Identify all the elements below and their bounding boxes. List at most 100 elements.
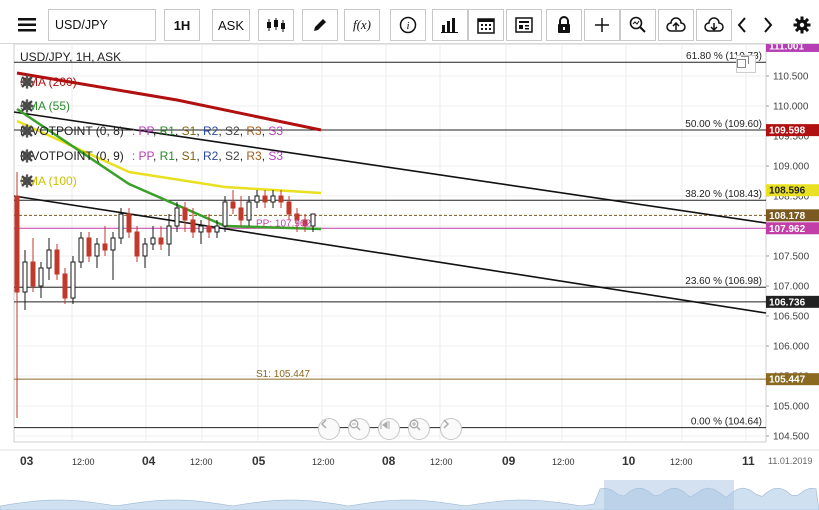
zoom-button[interactable] <box>620 9 656 41</box>
price-tick-label: 106.000 <box>773 342 810 353</box>
nav-reset-button[interactable] <box>378 418 400 440</box>
pivot-component: , <box>174 124 182 138</box>
pivot-component: R1 <box>159 149 175 163</box>
candle-body <box>30 261 36 287</box>
pivot-component: , <box>218 124 226 138</box>
pivot-component: S1 <box>181 149 197 163</box>
pivot-component: , <box>261 124 269 138</box>
candle-body <box>14 195 20 293</box>
price-chart[interactable]: 61.80 % (110.73) 50.00 % (109.60) 38.20 % … <box>0 44 819 510</box>
legend-sma55[interactable]: SMA (55) <box>20 99 88 113</box>
candle-body <box>230 201 236 209</box>
scroll-left-button[interactable] <box>732 9 752 41</box>
candle-body <box>310 213 316 227</box>
price-tag-label: 107.962 <box>769 224 806 235</box>
candle-body <box>238 207 244 221</box>
pivot-component: , <box>261 149 269 163</box>
download-button[interactable] <box>696 9 732 41</box>
pivot2-components: : PP, R1, S1, R2, S2, R3, S3 <box>132 149 283 163</box>
price-tag <box>766 184 819 197</box>
calendar-icon <box>477 18 495 34</box>
pivot-component: S3 <box>268 149 284 163</box>
price-tick-label: 110.000 <box>773 102 809 113</box>
calendar-button[interactable] <box>468 9 504 41</box>
candle-body <box>102 243 108 251</box>
settings-button[interactable] <box>790 9 814 41</box>
price-tag <box>766 44 819 52</box>
chevron-left-icon <box>320 419 327 429</box>
indicators-button[interactable]: f(x) <box>344 9 380 41</box>
pivot-component: S1 <box>181 124 197 138</box>
nav-forward-button[interactable] <box>440 418 462 440</box>
candle-body <box>86 237 92 257</box>
chart-area[interactable]: 61.80 % (110.73) 50.00 % (109.60) 38.20 % … <box>0 44 819 510</box>
candlestick-icon <box>267 18 285 32</box>
fib-label: 50.00 % (109.60) <box>685 119 762 130</box>
close-icon <box>21 76 33 88</box>
candle-body <box>134 231 140 257</box>
candle-body <box>262 195 268 203</box>
chevron-right-icon <box>443 419 450 429</box>
sma200-line <box>16 71 322 132</box>
price-tick-label: 110.500 <box>773 72 809 83</box>
lock-icon <box>558 16 570 33</box>
bar-chart-icon <box>441 18 458 33</box>
fib-label: 0.00 % (104.64) <box>691 417 762 428</box>
pivot-component: , <box>152 124 160 138</box>
fib-label: 38.20 % (108.43) <box>685 189 762 200</box>
candle-body <box>246 201 252 221</box>
candle-body <box>150 237 156 245</box>
draw-tool-button[interactable] <box>302 9 338 41</box>
sma55-label: SMA (55) <box>20 99 71 113</box>
price-tag-label: 108.178 <box>769 211 806 222</box>
candle-body <box>278 195 284 203</box>
scroll-right-button[interactable] <box>758 9 778 41</box>
time-label: 04 <box>142 454 156 468</box>
legend-sma200[interactable]: SMA (200) <box>20 75 95 89</box>
menu-icon <box>18 18 36 32</box>
news-icon <box>515 17 533 33</box>
popout-button[interactable] <box>736 55 756 73</box>
chart-type-button[interactable] <box>258 9 294 41</box>
time-label: 11 <box>742 454 755 468</box>
nav-back-button[interactable] <box>318 418 340 440</box>
crosshair-button[interactable] <box>584 9 620 41</box>
candle-body <box>206 225 212 233</box>
price-tick-label: 108.500 <box>773 192 810 203</box>
close-icon <box>21 125 33 137</box>
nav-zoom-out-button[interactable] <box>348 418 370 440</box>
pivot-component: R1 <box>159 124 175 138</box>
price-side-button[interactable]: ASK <box>212 9 250 41</box>
time-label: 03 <box>20 454 34 468</box>
timeframe-button[interactable]: 1H <box>164 9 200 41</box>
candle-body <box>182 207 188 221</box>
candle-body <box>286 201 292 215</box>
price-tag <box>766 209 819 222</box>
candle-body <box>118 213 124 239</box>
zoom-in-icon <box>409 419 421 431</box>
gear-icon <box>793 16 811 34</box>
pivot-component: : PP <box>131 149 153 163</box>
price-tick-label: 106.500 <box>773 312 810 323</box>
symbol-selector[interactable]: USD/JPY <box>48 9 156 41</box>
news-button[interactable] <box>506 9 542 41</box>
lock-button[interactable] <box>546 9 582 41</box>
candle-body <box>214 225 220 233</box>
pivot-component: , <box>218 149 226 163</box>
price-tick-label: 107.000 <box>773 282 810 293</box>
legend-pivot1[interactable]: PIVOTPOINT (0, 8) : PP, R1, S1, R2, S2, … <box>20 124 301 138</box>
price-tag <box>766 124 819 137</box>
nav-zoom-in-button[interactable] <box>408 418 430 440</box>
info-button[interactable]: i <box>390 9 426 41</box>
legend-pivot2[interactable]: PIVOTPOINT (0, 9) : PP, R1, S1, R2, S2, … <box>20 149 301 163</box>
s1-label: S1: 105.447 <box>256 369 310 380</box>
legend-sma100[interactable]: SMA (100) <box>20 174 95 188</box>
hamburger-menu-button[interactable] <box>12 9 42 41</box>
candle-body <box>190 219 196 233</box>
candle-body <box>94 243 100 257</box>
upload-button[interactable] <box>658 9 694 41</box>
volume-button[interactable] <box>432 9 468 41</box>
candle-body <box>70 261 76 299</box>
price-tag-label: 108.596 <box>769 186 806 197</box>
pivot-component: R2 <box>203 124 219 138</box>
